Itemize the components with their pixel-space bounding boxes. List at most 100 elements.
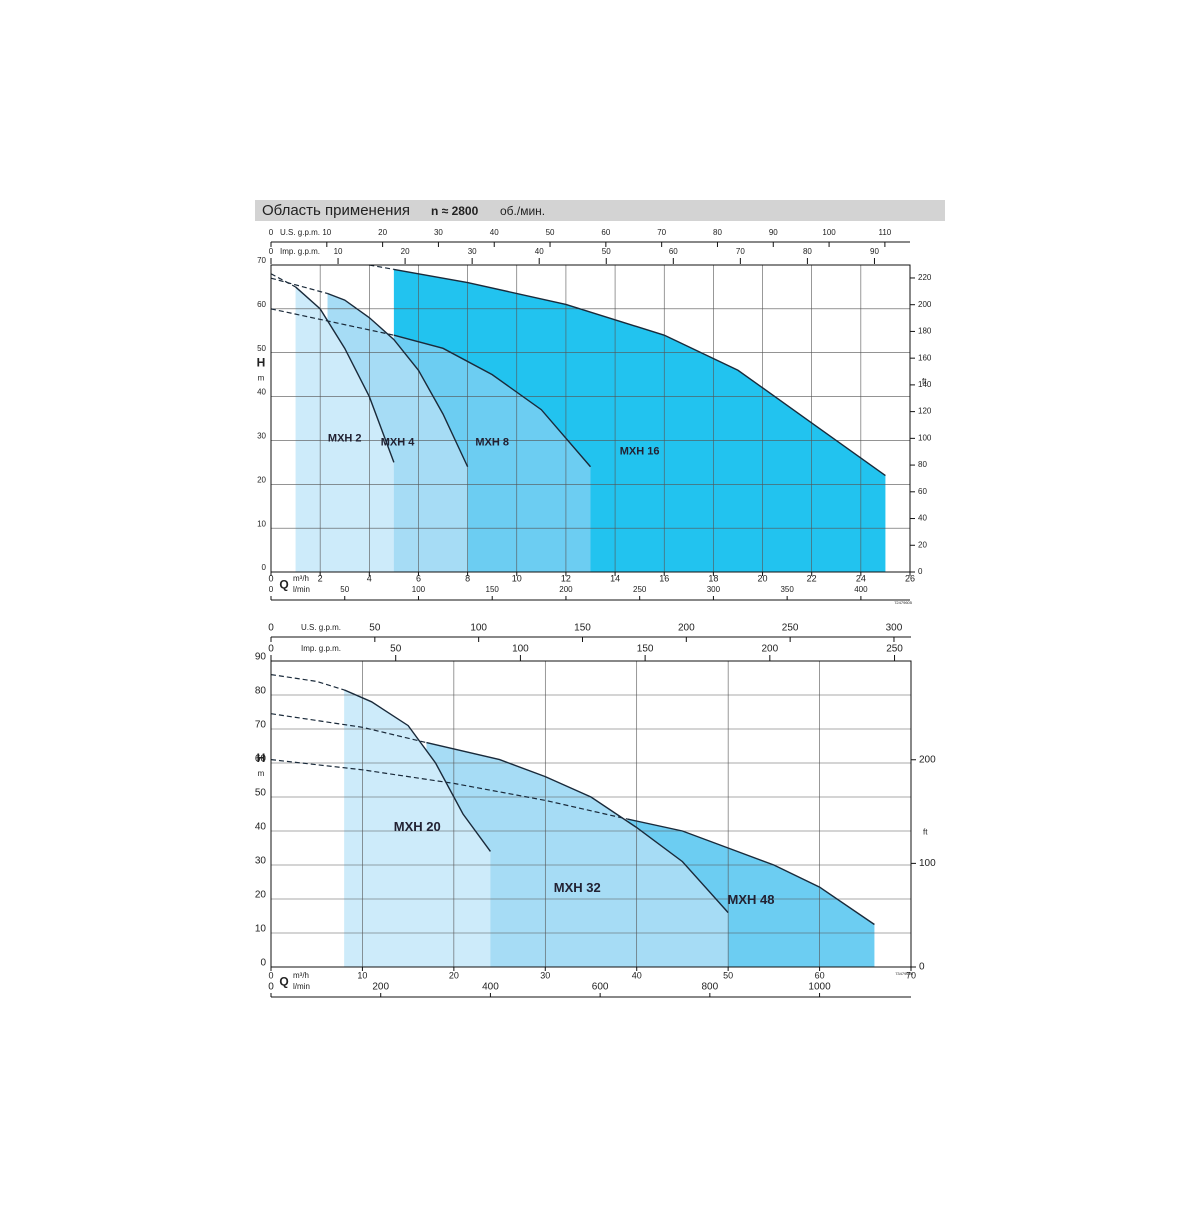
lead-curve (270, 713, 427, 744)
series-label: MXH 4 (381, 437, 416, 449)
y-tick-label: 40 (255, 822, 267, 833)
subtitle-unit: об./мин. (500, 204, 545, 218)
secondary-tick-label: 40 (490, 228, 499, 237)
secondary-tick-label: 20 (401, 247, 410, 256)
y-tick-label: 40 (257, 388, 266, 397)
title-bar (255, 200, 945, 221)
secondary-tick-label: 200 (559, 585, 573, 594)
secondary-tick-label: 800 (702, 982, 719, 993)
curve (327, 292, 469, 468)
secondary-tick-label: 150 (574, 623, 591, 634)
secondary-tick-label: 50 (390, 644, 402, 655)
y-tick-label: 70 (257, 256, 266, 265)
y-tick-label: 20 (257, 475, 266, 484)
x-tick-label: 0 (268, 970, 273, 980)
y-tick-label: 60 (255, 754, 267, 765)
x-tick-label: 10 (357, 970, 367, 980)
secondary-tick-label: 50 (602, 247, 611, 256)
y2-tick-label: 20 (918, 540, 927, 549)
y-unit: m (258, 373, 265, 382)
secondary-tick-label: 30 (468, 247, 477, 256)
secondary-tick-label: 10 (322, 228, 331, 237)
series-label: MXH 2 (328, 432, 362, 444)
y2-tick-label: 80 (918, 460, 927, 469)
secondary-tick-label: 0 (268, 623, 274, 634)
x-tick-label: 4 (367, 573, 372, 583)
y2-tick-label: 120 (918, 407, 932, 416)
secondary-axis-label: U.S. g.p.m. (280, 228, 320, 237)
y2-tick-label: 100 (918, 433, 932, 442)
secondary-tick-label: 250 (782, 623, 799, 634)
x-label: Q (279, 975, 288, 989)
secondary-tick-label: 150 (486, 585, 500, 594)
secondary-tick-label: 40 (535, 247, 544, 256)
curve (393, 268, 886, 477)
x-tick-label: 30 (540, 970, 550, 980)
secondary-tick-label: 0 (269, 247, 274, 256)
secondary-axis-label: l/min (293, 982, 310, 991)
area (426, 742, 729, 967)
y-tick-label: 80 (255, 686, 267, 697)
lead-curve (270, 273, 296, 288)
secondary-tick-label: 30 (434, 228, 443, 237)
secondary-tick-label: 200 (761, 644, 778, 655)
x-tick-label: 8 (465, 573, 470, 583)
y-tick-label: 0 (260, 958, 266, 969)
secondary-tick-label: 350 (780, 585, 794, 594)
y2-tick-label: 60 (918, 487, 927, 496)
chart-code: 72479605 (894, 600, 913, 605)
y-tick-label: 50 (255, 788, 267, 799)
secondary-tick-label: 70 (657, 228, 666, 237)
y2-tick-label: 160 (918, 353, 932, 362)
chart-code: 73479606 (895, 971, 914, 976)
curve (393, 334, 592, 468)
y2-tick-label: 200 (919, 754, 936, 765)
y-label: H (257, 751, 266, 765)
secondary-tick-label: 400 (854, 585, 868, 594)
x-label: Q (279, 578, 288, 592)
series-label: MXH 48 (728, 892, 775, 907)
x-tick-label: 2 (318, 573, 323, 583)
secondary-tick-label: 80 (803, 247, 812, 256)
x-tick-label: 16 (659, 573, 669, 583)
y2-label: ft (923, 827, 928, 836)
y-tick-label: 10 (255, 924, 267, 935)
y-tick-label: 20 (255, 890, 267, 901)
secondary-tick-label: 90 (769, 228, 778, 237)
x-tick-label: 6 (416, 573, 421, 583)
x-unit: m³/h (293, 574, 309, 583)
secondary-tick-label: 400 (482, 982, 499, 993)
chart-subtitle: n ≈ 2800 (431, 204, 479, 218)
secondary-tick-label: 0 (268, 982, 274, 993)
y-tick-label: 30 (257, 432, 266, 441)
y-tick-label: 30 (255, 856, 267, 867)
y-tick-label: 70 (255, 720, 267, 731)
secondary-tick-label: 100 (822, 228, 836, 237)
secondary-tick-label: 50 (546, 228, 555, 237)
y-tick-label: 50 (257, 344, 266, 353)
y-label: H (257, 355, 266, 369)
x-tick-label: 60 (815, 970, 825, 980)
secondary-tick-label: 0 (269, 228, 274, 237)
secondary-tick-label: 1000 (808, 982, 831, 993)
secondary-axis-label: Imp. g.p.m. (301, 644, 341, 653)
lead-curve (270, 308, 395, 336)
secondary-axis-label: U.S. g.p.m. (301, 623, 341, 632)
y2-tick-label: 0 (919, 962, 925, 973)
x-tick-label: 50 (723, 970, 733, 980)
y2-tick-label: 0 (918, 567, 923, 576)
x-tick-label: 70 (906, 970, 916, 980)
y2-tick-label: 220 (918, 273, 932, 282)
y-tick-label: 10 (257, 519, 266, 528)
secondary-tick-label: 100 (512, 644, 529, 655)
secondary-tick-label: 250 (886, 644, 903, 655)
secondary-tick-label: 0 (269, 585, 274, 594)
secondary-tick-label: 200 (372, 982, 389, 993)
curve (627, 818, 875, 926)
y-unit: m (258, 769, 265, 778)
y2-tick-label: 100 (919, 858, 936, 869)
secondary-tick-label: 100 (412, 585, 426, 594)
curve (426, 741, 729, 914)
x-tick-label: 20 (758, 573, 768, 583)
chart-title: Область применения (262, 202, 410, 219)
